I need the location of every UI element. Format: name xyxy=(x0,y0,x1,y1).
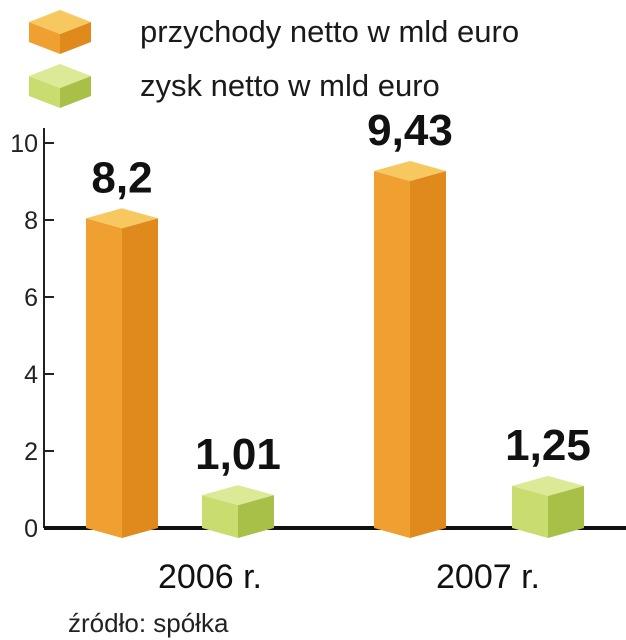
value-label-1-2: 1,01 xyxy=(195,430,281,479)
bar-1-1 xyxy=(86,208,158,539)
legend-swatch-2-side xyxy=(60,76,91,108)
value-label-2-1: 9,43 xyxy=(367,106,453,155)
category-labels: 2006 r. 2007 r. xyxy=(158,558,540,596)
bar-2-1-front xyxy=(374,170,410,538)
bar-1-1-top xyxy=(86,208,158,229)
y-tick-label-8: 8 xyxy=(24,207,38,235)
legend-swatch-1-side xyxy=(60,22,91,54)
legend-swatch-1-top xyxy=(29,10,91,34)
legend-label-2: zysk netto w mld euro xyxy=(140,68,440,103)
bar-2-2-front xyxy=(512,485,548,538)
legend-item-2: zysk netto w mld euro xyxy=(29,64,440,108)
source-note: źródło: spółka xyxy=(68,608,229,638)
value-labels: 8,2 1,01 9,43 1,25 xyxy=(91,106,590,479)
value-label-1-1: 8,2 xyxy=(91,153,152,202)
bar-2-2-side xyxy=(548,485,584,538)
bar-2-2-top xyxy=(512,475,584,496)
bar-1-2-top xyxy=(202,485,274,506)
y-tick-label-0: 0 xyxy=(24,515,38,543)
legend: przychody netto w mld euro zysk netto w m… xyxy=(29,10,519,108)
bar-1-2-side xyxy=(238,495,274,538)
bars xyxy=(86,160,584,539)
bar-2-2 xyxy=(512,475,584,538)
y-tick-label-2: 2 xyxy=(24,438,38,466)
bar-1-1-side xyxy=(122,218,158,539)
legend-item-1: przychody netto w mld euro xyxy=(29,10,519,54)
value-label-2-2: 1,25 xyxy=(505,421,591,470)
legend-label-1: przychody netto w mld euro xyxy=(140,14,519,49)
legend-swatch-1-front xyxy=(29,22,60,54)
legend-swatch-2-top xyxy=(29,64,91,88)
y-tick-label-6: 6 xyxy=(24,284,38,312)
y-tick-label-10: 10 xyxy=(10,130,38,158)
y-tick-label-4: 4 xyxy=(24,361,38,389)
bar-1-2 xyxy=(202,485,274,538)
legend-swatch-2-front xyxy=(29,76,60,108)
bar-2-1-side xyxy=(410,170,446,538)
bar-2-1-top xyxy=(374,160,446,181)
bar-1-2-front xyxy=(202,495,238,538)
bar-1-1-front xyxy=(86,218,122,539)
category-label-2: 2007 r. xyxy=(436,558,540,596)
category-label-1: 2006 r. xyxy=(158,558,262,596)
bar-2-1 xyxy=(374,160,446,538)
